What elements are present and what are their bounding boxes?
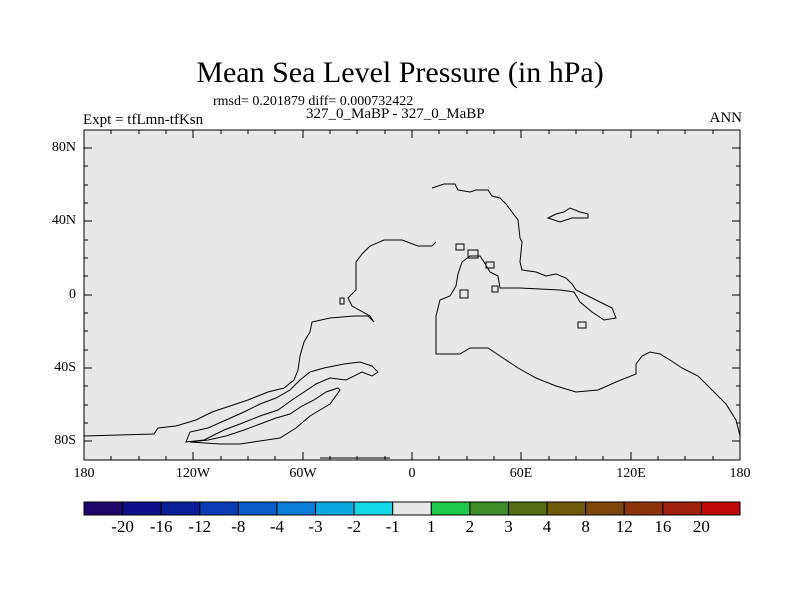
lat-label: 80N: [51, 140, 76, 155]
lon-label: 60W: [289, 466, 317, 481]
map-field: [84, 130, 740, 460]
plot-title: Mean Sea Level Pressure (in hPa): [196, 56, 604, 89]
colorbar-label: 3: [504, 517, 513, 536]
colorbar-label: -16: [149, 517, 173, 536]
colorbar-box: [430, 501, 471, 516]
coastline-africa-eurasia: [431, 183, 741, 437]
colorbar-label: 16: [654, 517, 672, 536]
colorbar-label: 12: [615, 517, 633, 536]
coastline-islet-1: [455, 243, 465, 251]
colorbar-label: 8: [581, 517, 590, 536]
colorbar-label: -3: [308, 517, 323, 536]
coastline-islet-7: [339, 297, 345, 305]
experiment-label: Expt = tfLmn-tfKsn: [83, 112, 204, 128]
lat-label: 40N: [51, 213, 76, 228]
lon-label: 0: [408, 466, 416, 481]
lon-label: 120W: [175, 466, 211, 481]
ticks: [84, 130, 740, 460]
lon-label: 120E: [616, 466, 646, 481]
lon-label: 180: [729, 466, 751, 481]
coastline-southern-ridge: [185, 361, 379, 443]
colorbar-box: [700, 501, 741, 516]
coastline-islet-6: [577, 321, 587, 329]
colorbar-label: 1: [427, 517, 436, 536]
colorbar-label: -4: [269, 517, 285, 536]
lat-label: 40S: [54, 360, 76, 375]
colorbar-box: [276, 501, 317, 516]
coastline-americas: [83, 239, 437, 437]
colorbar-label: -1: [385, 517, 400, 536]
colorbar-label: 2: [465, 517, 475, 536]
colorbar-box: [160, 501, 201, 516]
colorbar-box: [315, 501, 355, 516]
lon-label: 180: [73, 466, 95, 481]
colorbar-label: -2: [347, 517, 362, 536]
colorbar-box: [237, 501, 278, 516]
coastline-north-island: [546, 207, 589, 223]
colorbar-box: [353, 501, 394, 516]
colorbar-label: -8: [231, 517, 246, 536]
colorbar-label: 4: [542, 517, 552, 536]
stats-text: rmsd= 0.201879 diff= 0.000732422: [213, 94, 414, 109]
colorbar-box: [122, 501, 162, 516]
colorbar-box: [623, 501, 664, 516]
coastline-islet-3: [485, 261, 495, 269]
case-label: 327_0_MaBP - 327_0_MaBP: [306, 106, 485, 122]
coastline-south-inlet: [189, 387, 341, 445]
colorbar-label: -12: [188, 517, 212, 536]
lat-label: 0: [69, 287, 76, 302]
colorbar-box: [546, 501, 587, 516]
colorbar-box: [83, 501, 124, 516]
coastline-islet-5: [459, 289, 469, 299]
colorbar: [83, 501, 741, 516]
colorbar-box: [392, 501, 432, 516]
colorbar-box: [469, 501, 509, 516]
season-label: ANN: [709, 110, 743, 126]
colorbar-box: [662, 501, 702, 516]
lat-label: 80S: [54, 433, 76, 448]
coastline-islet-2: [467, 249, 479, 259]
colorbar-label: -20: [111, 517, 134, 536]
coastline-islet-4: [491, 285, 499, 293]
colorbar-label: 20: [692, 517, 710, 536]
colorbar-box: [507, 501, 548, 516]
colorbar-box: [199, 501, 239, 516]
coastlines: [83, 183, 741, 459]
lon-label: 60E: [509, 466, 533, 481]
colorbar-box: [585, 501, 625, 516]
